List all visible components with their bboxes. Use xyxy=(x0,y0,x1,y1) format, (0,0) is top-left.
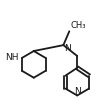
Text: N: N xyxy=(74,87,81,96)
Text: N: N xyxy=(64,44,71,53)
Text: NH: NH xyxy=(5,53,19,62)
Text: CH₃: CH₃ xyxy=(70,21,86,30)
